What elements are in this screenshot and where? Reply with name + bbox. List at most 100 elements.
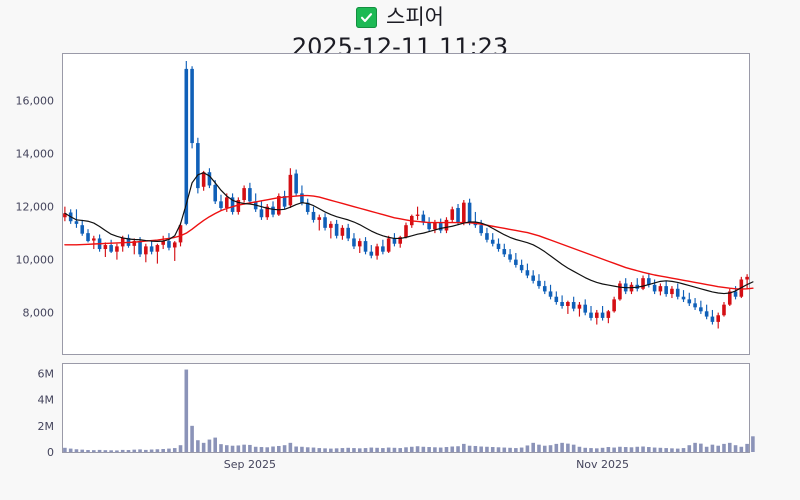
- candle-body: [548, 291, 553, 297]
- candle-body: [444, 219, 449, 231]
- candle-body: [733, 291, 738, 297]
- candle-body: [155, 245, 160, 252]
- volume-bar: [305, 447, 310, 452]
- volume-bar: [496, 447, 501, 452]
- volume-bar: [675, 448, 680, 452]
- x-axis-ticks: Sep 2025 Nov 2025: [224, 458, 629, 471]
- volume-bar: [317, 448, 322, 452]
- volume-y-tick-label: 6M: [38, 367, 55, 380]
- volume-bar: [519, 447, 524, 452]
- candle-body: [265, 206, 270, 218]
- candle-body: [230, 197, 235, 212]
- volume-bar: [138, 449, 142, 452]
- volume-bar: [115, 450, 119, 452]
- candle-body: [282, 196, 287, 207]
- candle-body: [161, 241, 165, 245]
- volume-bar: [409, 446, 414, 452]
- volume-bar: [571, 444, 576, 452]
- volume-bar: [346, 447, 350, 452]
- volume-bar: [369, 447, 374, 452]
- candle-body: [566, 302, 570, 306]
- candle-body: [745, 276, 749, 280]
- volume-bar: [710, 444, 715, 452]
- candle-body: [375, 246, 379, 256]
- volume-bar: [589, 448, 593, 452]
- price-y-axis-ticks: 8,000 10,000 12,000 14,000 16,000: [16, 95, 55, 320]
- volume-bar: [415, 446, 420, 452]
- volume-bar: [600, 447, 605, 452]
- volume-bar: [184, 369, 189, 452]
- candle-body: [652, 284, 657, 292]
- volume-bar: [433, 447, 437, 452]
- volume-bar: [190, 425, 194, 452]
- candle-body: [369, 251, 374, 256]
- candle-body: [352, 238, 356, 247]
- volume-bar: [577, 446, 582, 452]
- volume-bar: [63, 447, 67, 452]
- candle-body: [606, 311, 611, 318]
- candle-body: [288, 174, 293, 206]
- volume-bar: [230, 445, 235, 452]
- candle-body: [687, 299, 692, 304]
- volume-bar: [178, 445, 183, 452]
- candle-body: [675, 288, 680, 297]
- candle-body: [184, 68, 189, 224]
- candle-body: [421, 214, 426, 223]
- price-y-tick-label: 10,000: [16, 254, 55, 267]
- volume-bar: [560, 442, 564, 452]
- volume-bar: [311, 447, 316, 452]
- candle-body: [693, 303, 697, 308]
- candle-body: [699, 307, 703, 312]
- volume-bar: [404, 447, 408, 452]
- volume-bar: [681, 448, 686, 452]
- volume-bar: [196, 440, 200, 452]
- candle-body: [190, 68, 194, 144]
- volume-bar: [444, 447, 449, 452]
- candle-body: [109, 245, 113, 252]
- volume-bar: [126, 450, 131, 452]
- candle-body: [641, 278, 645, 289]
- volume-bar: [259, 447, 264, 452]
- volume-bar: [652, 447, 657, 452]
- volume-bar: [201, 442, 206, 452]
- volume-bar: [525, 445, 530, 452]
- volume-bar: [161, 448, 165, 452]
- volume-y-tick-label: 4M: [38, 394, 55, 407]
- candle-body: [138, 241, 142, 255]
- candle-body: [144, 246, 148, 255]
- candle-body: [594, 312, 599, 318]
- volume-bar: [739, 446, 744, 452]
- volume-bar: [670, 448, 674, 452]
- candle-body: [462, 202, 466, 223]
- volume-bar: [490, 447, 495, 452]
- volume-bar: [508, 447, 512, 452]
- candle-body: [681, 296, 686, 300]
- price-y-tick-label: 12,000: [16, 201, 55, 214]
- candle-body: [571, 302, 576, 309]
- volume-bar: [92, 450, 96, 452]
- candle-body: [386, 238, 391, 252]
- candle-body: [305, 202, 310, 212]
- candle-body: [647, 278, 651, 285]
- volume-bar: [357, 448, 362, 452]
- volume-panel-background: [62, 363, 750, 453]
- volume-bar: [554, 443, 559, 452]
- volume-bar: [97, 449, 102, 452]
- volume-bar: [727, 442, 732, 452]
- candle-body: [300, 193, 304, 203]
- candle-body: [554, 296, 559, 303]
- volume-bar: [219, 444, 223, 452]
- candle-body: [658, 286, 663, 292]
- volume-bar: [583, 447, 588, 452]
- candle-body: [329, 223, 333, 228]
- candle-body: [583, 304, 588, 313]
- price-y-tick-label: 8,000: [23, 307, 55, 320]
- volume-bar: [704, 446, 709, 452]
- candle-body: [317, 217, 322, 220]
- volume-bar: [282, 445, 287, 452]
- candle-body: [496, 243, 501, 250]
- candle-body: [514, 259, 518, 265]
- candle-body: [392, 237, 397, 244]
- candle-body: [219, 201, 223, 208]
